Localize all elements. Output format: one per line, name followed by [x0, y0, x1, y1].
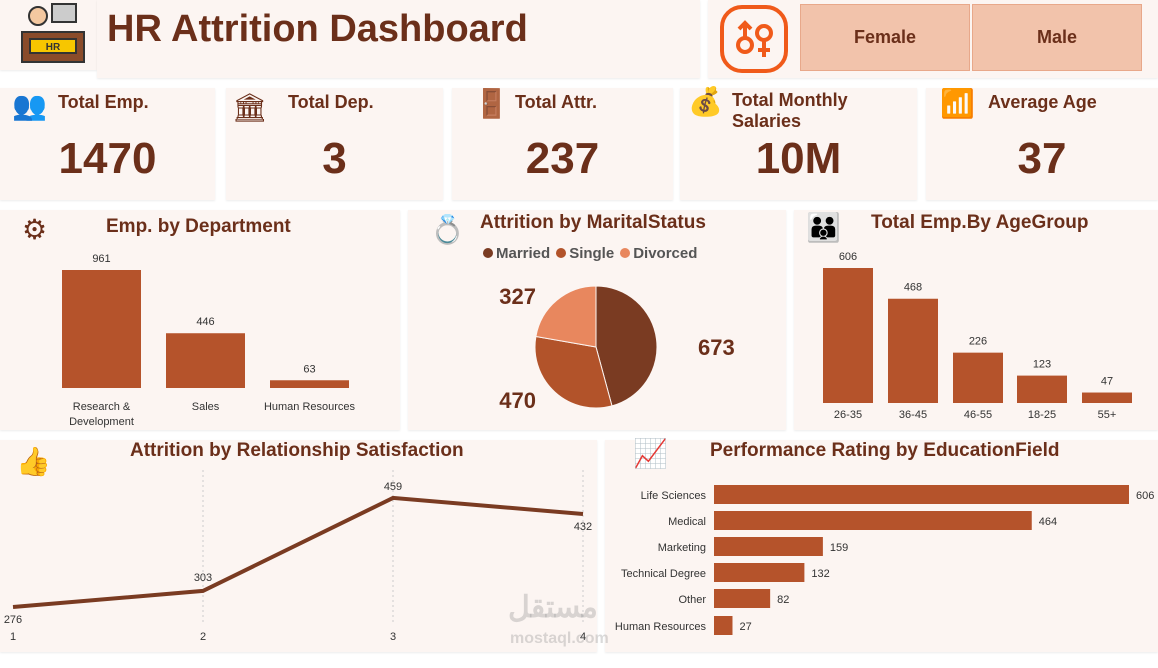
gender-filter-panel: Female Male [708, 0, 1158, 78]
watermark-arabic: مستقل [508, 591, 598, 624]
watermark-latin: mostaql.com [510, 630, 609, 647]
kpi-label: Total Emp. [58, 92, 149, 112]
kpi-total-employees: 👥 Total Emp. 1470 [0, 88, 215, 200]
education-chart-card: 📈 Performance Rating by EducationField [605, 440, 1158, 652]
legend-label: Divorced [633, 245, 698, 262]
hr-desk-icon: HR [21, 3, 85, 63]
page-title: HR Attrition Dashboard [107, 8, 528, 50]
filter-female-button[interactable]: Female [800, 4, 970, 71]
chart-title: Emp. by Department [106, 216, 291, 237]
kpi-value: 237 [525, 134, 600, 183]
kpi-value: 10M [755, 134, 842, 183]
kpi-value: 3 [322, 134, 347, 183]
logo-text: HR [46, 42, 61, 53]
chart-title: Attrition by Relationship Satisfaction [130, 440, 464, 461]
money-bag-icon: 💰 [688, 85, 723, 118]
agegroup-chart-card: 👪 Total Emp.By AgeGroup [794, 210, 1158, 430]
kpi-label: Average Age [988, 92, 1097, 112]
kpi-value: 37 [1017, 134, 1067, 183]
age-group-icon: 👪 [806, 211, 841, 244]
kpi-total-monthly-salaries: 💰 Total Monthly Salaries 10M [680, 88, 917, 200]
legend-label: Married [496, 245, 551, 262]
org-chart-icon: ⚙ [22, 213, 48, 246]
thumbs-up-stars-icon: 👍 [16, 445, 51, 478]
kpi-average-age: 📶 Average Age 37 [926, 88, 1158, 200]
kpi-label: Total Dep. [288, 92, 374, 112]
legend-item-single[interactable]: Single [556, 245, 614, 262]
age-steps-icon: 📶 [940, 87, 975, 120]
kpi-total-departments: 🏛 Total Dep. 3 [226, 88, 443, 200]
departments-icon: 🏛 [232, 91, 268, 124]
employees-icon: 👥 [12, 89, 47, 122]
marital-status-icon: 💍 [430, 213, 465, 246]
chart-title: Attrition by MaritalStatus [480, 212, 706, 233]
performance-growth-icon: 📈 [633, 437, 668, 470]
legend-item-married[interactable]: Married [483, 245, 550, 262]
logo-panel: HR [0, 0, 97, 70]
exit-door-icon: 🚪 [474, 87, 509, 120]
kpi-total-attrition: 🚪 Total Attr. 237 [452, 88, 673, 200]
title-panel: HR Attrition Dashboard [97, 0, 700, 78]
kpi-value: 1470 [58, 134, 157, 183]
legend-item-divorced[interactable]: Divorced [620, 245, 697, 262]
kpi-label: Total Monthly Salaries [732, 90, 848, 131]
chart-title: Total Emp.By AgeGroup [871, 212, 1089, 233]
chart-title: Performance Rating by EducationField [710, 440, 1060, 461]
pie-legend: Married Single Divorced [483, 245, 697, 262]
gender-icon [720, 5, 788, 73]
marital-chart-card: 💍 Attrition by MaritalStatus [408, 210, 786, 430]
dept-chart-card: ⚙ Emp. by Department [0, 210, 400, 430]
filter-male-button[interactable]: Male [972, 4, 1142, 71]
legend-label: Single [569, 245, 615, 262]
kpi-label: Total Attr. [515, 92, 597, 112]
